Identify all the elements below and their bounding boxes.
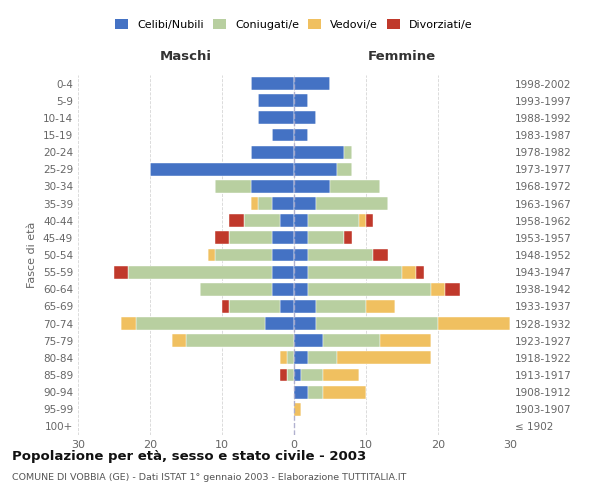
Bar bbox=[121, 317, 136, 330]
Bar bbox=[128, 266, 272, 278]
Text: Popolazione per età, sesso e stato civile - 2003: Popolazione per età, sesso e stato civil… bbox=[12, 450, 366, 463]
Bar bbox=[280, 300, 294, 313]
Bar bbox=[294, 283, 308, 296]
Bar bbox=[251, 146, 294, 158]
Bar bbox=[344, 232, 352, 244]
Bar bbox=[272, 248, 294, 262]
Bar bbox=[251, 197, 258, 210]
Bar bbox=[136, 317, 265, 330]
Bar bbox=[323, 368, 359, 382]
Bar bbox=[258, 112, 294, 124]
Bar bbox=[380, 334, 431, 347]
Bar bbox=[244, 214, 280, 227]
Bar bbox=[229, 214, 244, 227]
Bar bbox=[308, 232, 344, 244]
Text: COMUNE DI VOBBIA (GE) - Dati ISTAT 1° gennaio 2003 - Elaborazione TUTTITALIA.IT: COMUNE DI VOBBIA (GE) - Dati ISTAT 1° ge… bbox=[12, 472, 406, 482]
Bar bbox=[308, 352, 337, 364]
Bar bbox=[229, 300, 280, 313]
Bar bbox=[301, 368, 323, 382]
Bar bbox=[272, 266, 294, 278]
Bar bbox=[308, 283, 431, 296]
Bar bbox=[366, 214, 373, 227]
Bar bbox=[416, 266, 424, 278]
Bar bbox=[308, 266, 402, 278]
Bar bbox=[200, 283, 272, 296]
Bar bbox=[431, 283, 445, 296]
Bar bbox=[323, 386, 366, 398]
Bar bbox=[294, 334, 323, 347]
Bar bbox=[294, 266, 308, 278]
Bar bbox=[294, 77, 330, 90]
Bar bbox=[215, 232, 229, 244]
Bar bbox=[294, 248, 308, 262]
Bar bbox=[272, 283, 294, 296]
Bar bbox=[150, 163, 294, 175]
Bar bbox=[272, 232, 294, 244]
Bar bbox=[215, 180, 251, 193]
Bar bbox=[294, 128, 308, 141]
Bar bbox=[222, 300, 229, 313]
Bar bbox=[251, 180, 294, 193]
Bar bbox=[308, 248, 373, 262]
Bar bbox=[294, 180, 330, 193]
Bar bbox=[337, 352, 431, 364]
Bar bbox=[251, 77, 294, 90]
Bar bbox=[316, 300, 366, 313]
Bar bbox=[294, 317, 316, 330]
Bar bbox=[337, 163, 352, 175]
Bar bbox=[330, 180, 380, 193]
Bar bbox=[294, 94, 308, 107]
Bar bbox=[280, 352, 287, 364]
Bar bbox=[208, 248, 215, 262]
Legend: Celibi/Nubili, Coniugati/e, Vedovi/e, Divorziati/e: Celibi/Nubili, Coniugati/e, Vedovi/e, Di… bbox=[115, 20, 473, 30]
Bar bbox=[294, 232, 308, 244]
Bar bbox=[294, 386, 308, 398]
Bar bbox=[258, 94, 294, 107]
Bar bbox=[287, 352, 294, 364]
Bar bbox=[294, 112, 316, 124]
Bar bbox=[445, 283, 460, 296]
Bar bbox=[308, 214, 359, 227]
Bar bbox=[294, 368, 301, 382]
Bar bbox=[258, 197, 272, 210]
Bar bbox=[294, 197, 316, 210]
Bar bbox=[294, 214, 308, 227]
Bar bbox=[287, 368, 294, 382]
Bar bbox=[272, 128, 294, 141]
Bar bbox=[265, 317, 294, 330]
Bar bbox=[229, 232, 272, 244]
Bar bbox=[438, 317, 510, 330]
Bar bbox=[402, 266, 416, 278]
Bar bbox=[186, 334, 294, 347]
Bar bbox=[323, 334, 380, 347]
Bar bbox=[373, 248, 388, 262]
Bar bbox=[280, 368, 287, 382]
Bar bbox=[215, 248, 272, 262]
Bar bbox=[114, 266, 128, 278]
Bar bbox=[294, 146, 344, 158]
Bar bbox=[359, 214, 366, 227]
Bar bbox=[308, 386, 323, 398]
Bar bbox=[294, 300, 316, 313]
Bar bbox=[280, 214, 294, 227]
Bar bbox=[294, 403, 301, 415]
Bar bbox=[344, 146, 352, 158]
Bar bbox=[316, 197, 388, 210]
Bar bbox=[366, 300, 395, 313]
Bar bbox=[316, 317, 438, 330]
Y-axis label: Fasce di età: Fasce di età bbox=[28, 222, 37, 288]
Bar bbox=[172, 334, 186, 347]
Bar bbox=[294, 163, 337, 175]
Text: Femmine: Femmine bbox=[368, 50, 436, 62]
Bar bbox=[294, 352, 308, 364]
Bar bbox=[272, 197, 294, 210]
Text: Maschi: Maschi bbox=[160, 50, 212, 62]
